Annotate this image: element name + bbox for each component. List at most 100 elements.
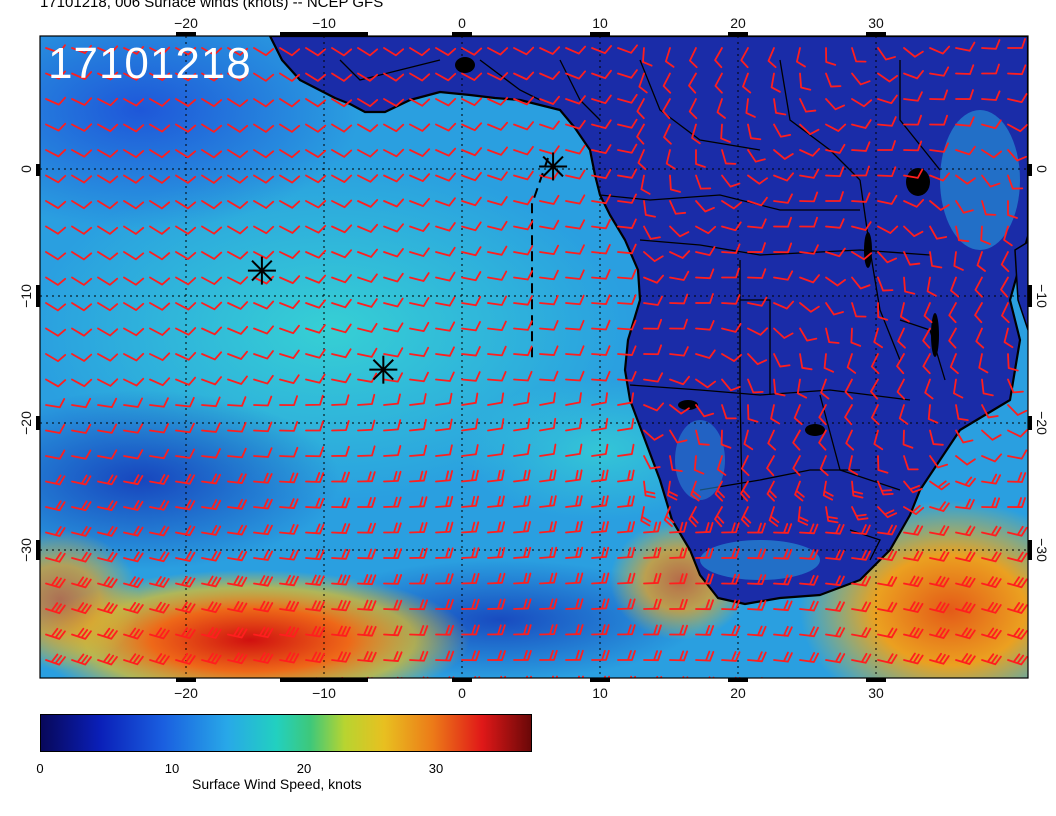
lon-tick-label: −10 — [312, 15, 336, 31]
wind-barb — [409, 72, 431, 82]
lat-tick-label: 0 — [18, 165, 34, 173]
wind-barb — [201, 326, 223, 336]
wind-barb — [461, 371, 481, 382]
wind-barb — [955, 476, 976, 488]
wind-barb — [435, 296, 456, 307]
wind-barb — [742, 72, 752, 94]
wind-barb — [643, 455, 661, 470]
wind-barb — [929, 525, 950, 536]
wind-barb — [435, 47, 457, 56]
wind-barb — [591, 469, 609, 483]
wind-barb — [822, 480, 834, 501]
wind-barb — [175, 473, 196, 485]
wind-barb — [565, 370, 585, 382]
wind-barb — [870, 404, 880, 426]
wind-barb — [877, 47, 896, 61]
wind-barb — [1007, 497, 1026, 508]
wind-barb — [227, 601, 248, 613]
wind-barb — [747, 149, 766, 163]
wind-barb — [773, 353, 791, 368]
wind-barb — [487, 495, 505, 508]
wind-barb — [617, 93, 638, 104]
wind-barb — [435, 197, 456, 207]
wind-barb — [513, 521, 531, 534]
wind-barb — [955, 601, 976, 614]
lat-tick-label: −10 — [1034, 284, 1050, 308]
wind-barb — [643, 225, 661, 240]
wind-barb — [71, 653, 92, 666]
wind-barb — [877, 524, 897, 536]
wind-barb — [253, 549, 273, 561]
timestamp-label: 17101218 — [48, 39, 252, 88]
wind-barb — [123, 576, 144, 589]
wind-barb — [617, 546, 636, 559]
wind-barb — [227, 301, 249, 310]
wind-barb — [97, 302, 119, 312]
wind-barb — [1001, 302, 1010, 324]
wind-barb — [980, 225, 991, 245]
wind-barb — [253, 498, 273, 510]
wind-barb — [253, 225, 275, 235]
wind-barb — [305, 549, 325, 561]
wind-barb — [539, 244, 560, 255]
wind-barb — [640, 506, 652, 527]
wind-barb — [923, 302, 933, 324]
wind-barb — [253, 395, 273, 407]
wind-barb — [825, 218, 845, 229]
wind-barb — [844, 378, 853, 400]
wind-barb — [902, 429, 914, 449]
wind-barb — [825, 166, 845, 178]
wind-barb — [305, 651, 326, 664]
wind-barb — [357, 419, 376, 432]
wind-barb — [253, 447, 273, 458]
wind-barb — [149, 276, 171, 286]
wind-barb — [201, 396, 221, 408]
wind-barb — [461, 171, 482, 182]
lat-tick-label: −30 — [1034, 538, 1050, 562]
wind-barb — [461, 418, 479, 432]
wind-barb — [357, 149, 379, 158]
colorbar-tick: 10 — [164, 761, 180, 776]
wind-barb — [903, 168, 924, 179]
wind-barb — [227, 550, 248, 562]
wind-barb — [667, 480, 678, 501]
wind-barb — [279, 250, 301, 259]
wind-barb — [956, 677, 975, 691]
wind-barb — [435, 495, 454, 508]
wind-barb — [950, 276, 960, 298]
wind-barb — [929, 251, 943, 269]
wind-barb — [591, 370, 611, 382]
wind-barb — [331, 394, 350, 406]
wind-barb — [924, 378, 934, 400]
wind-barb — [227, 98, 249, 108]
wind-barb — [149, 98, 171, 107]
wind-barb — [123, 276, 145, 286]
wind-barb — [955, 200, 974, 214]
wind-barb — [357, 273, 378, 283]
wind-barb — [903, 140, 923, 152]
wind-barb — [123, 72, 145, 81]
wind-barb — [149, 423, 170, 434]
wind-barb — [461, 320, 481, 332]
wind-barb — [201, 98, 223, 108]
wind-barb — [591, 546, 610, 559]
wind-barb — [773, 300, 795, 310]
wind-barb — [513, 495, 531, 508]
wind-barb — [714, 506, 725, 528]
wind-barb — [636, 98, 645, 120]
wind-barb — [149, 474, 170, 485]
wind-barb — [71, 500, 92, 512]
wind-barb — [643, 480, 656, 499]
wind-barb — [591, 294, 611, 305]
wind-barb — [825, 523, 845, 535]
wind-barb — [487, 196, 508, 206]
wind-barb — [175, 72, 197, 82]
wind-barb — [253, 275, 275, 285]
wind-barb — [461, 196, 482, 207]
wind-barb — [565, 95, 586, 105]
wind-barb — [565, 495, 583, 508]
wind-barb — [539, 495, 557, 508]
wind-barb — [279, 626, 300, 638]
wind-barb — [539, 269, 559, 281]
wind-barb — [305, 200, 327, 209]
